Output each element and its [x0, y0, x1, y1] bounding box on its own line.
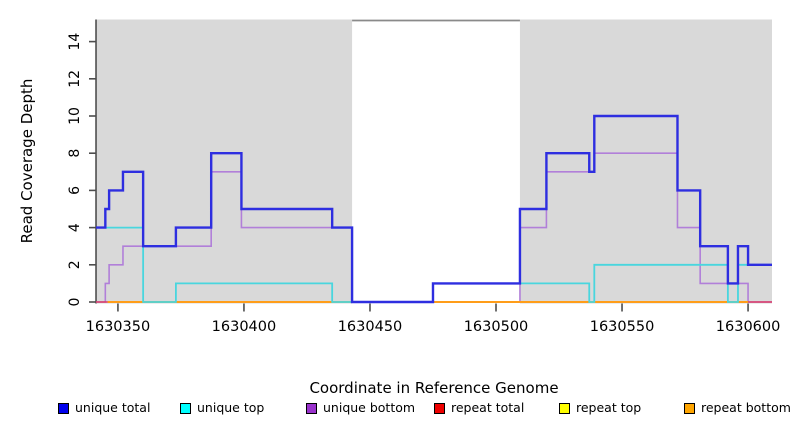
- y-tick-label: 2: [67, 260, 83, 269]
- y-tick-label: 14: [67, 33, 83, 51]
- x-tick-label: 1630400: [212, 319, 277, 335]
- series-unique-total-line: [96, 114, 772, 304]
- x-tick-label: 1630600: [716, 319, 781, 335]
- x-axis-title: Coordinate in Reference Genome: [309, 379, 559, 397]
- y-tick-label: 6: [67, 186, 83, 195]
- x-tick-label: 1630500: [464, 319, 529, 335]
- x-tick-label: 1630450: [338, 319, 403, 335]
- y-tick-label: 10: [67, 107, 83, 125]
- y-tick-label: 4: [67, 223, 83, 232]
- shaded-region: [96, 19, 353, 304]
- x-tick-label: 1630550: [590, 319, 655, 335]
- y-tick-label: 0: [67, 298, 83, 307]
- y-tick-label: 12: [67, 70, 83, 88]
- shaded-region: [519, 19, 772, 304]
- x-tick-label: 1630350: [86, 319, 151, 335]
- y-tick-label: 8: [67, 149, 83, 158]
- y-axis-title: Read Coverage Depth: [18, 78, 36, 244]
